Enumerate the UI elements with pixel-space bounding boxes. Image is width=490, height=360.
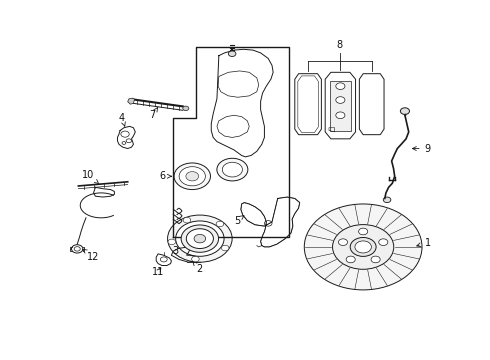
Circle shape (168, 215, 232, 262)
Circle shape (400, 108, 410, 114)
Circle shape (371, 256, 380, 263)
Text: 10: 10 (82, 170, 99, 184)
Text: 2: 2 (193, 261, 203, 274)
Circle shape (186, 172, 198, 181)
Circle shape (336, 112, 345, 118)
Circle shape (333, 225, 394, 269)
Circle shape (181, 225, 219, 252)
Text: 12: 12 (82, 249, 100, 262)
Circle shape (221, 245, 229, 251)
Circle shape (179, 167, 205, 186)
Text: 6: 6 (160, 171, 172, 181)
Text: 3: 3 (172, 238, 193, 256)
Text: 7: 7 (149, 107, 158, 120)
Circle shape (304, 204, 422, 290)
Text: 4: 4 (119, 113, 125, 126)
Circle shape (383, 197, 391, 203)
Polygon shape (128, 98, 135, 104)
Circle shape (194, 234, 206, 243)
Circle shape (359, 228, 368, 235)
Circle shape (350, 238, 376, 256)
Circle shape (336, 97, 345, 103)
Text: 8: 8 (337, 40, 343, 50)
Circle shape (183, 217, 191, 223)
Circle shape (186, 229, 214, 248)
Circle shape (346, 256, 355, 263)
Circle shape (175, 221, 224, 256)
Circle shape (355, 241, 371, 253)
Text: 9: 9 (413, 144, 431, 153)
Circle shape (222, 162, 243, 177)
Circle shape (174, 163, 211, 190)
Circle shape (216, 221, 224, 227)
Circle shape (339, 239, 347, 246)
Circle shape (336, 83, 345, 90)
Circle shape (183, 106, 189, 111)
Circle shape (379, 239, 388, 246)
Bar (330, 81, 351, 131)
Text: 1: 1 (417, 238, 431, 248)
Circle shape (168, 239, 175, 245)
Circle shape (228, 51, 236, 57)
Circle shape (192, 256, 199, 262)
Text: 11: 11 (152, 267, 164, 277)
Text: 5: 5 (234, 216, 244, 226)
Circle shape (217, 158, 248, 181)
